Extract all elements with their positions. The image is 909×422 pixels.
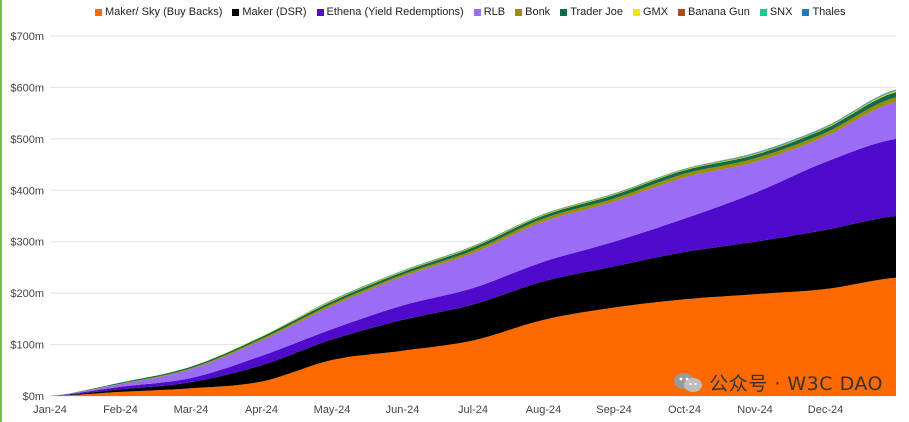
watermark: 公众号 · W3C DAO: [673, 369, 883, 396]
y-tick-label: $200m: [10, 288, 44, 300]
legend-item: Bonk: [515, 6, 550, 18]
legend-label: GMX: [642, 6, 669, 18]
legend-label: Thales: [812, 6, 846, 18]
y-tick-label: $0m: [23, 391, 44, 403]
legend-swatch: [232, 8, 240, 16]
y-tick-label: $700m: [10, 31, 44, 43]
legend-label: Maker/ Sky (Buy Backs): [105, 6, 223, 18]
x-tick-label: May-24: [314, 404, 351, 416]
y-tick-label: $100m: [10, 340, 44, 352]
area-series: [50, 89, 896, 397]
y-tick-label: $500m: [10, 134, 44, 146]
legend-item: Thales: [802, 6, 845, 18]
left-accent-bar: [0, 0, 2, 422]
legend-item: SNX: [759, 6, 793, 18]
x-tick-label: Jul-24: [458, 404, 488, 416]
legend-item: Maker (DSR): [232, 6, 307, 18]
legend-item: Trader Joe: [560, 6, 623, 18]
legend-swatch: [560, 8, 568, 16]
x-tick-label: Jun-24: [386, 404, 420, 416]
x-tick-label: Oct-24: [668, 404, 701, 416]
legend-item: GMX: [632, 6, 669, 18]
legend-label: Trader Joe: [570, 6, 623, 18]
legend-swatch: [759, 8, 767, 16]
x-tick-label: Jan-24: [33, 404, 67, 416]
area-maker-dsr: [50, 216, 896, 396]
x-tick-label: Dec-24: [808, 404, 843, 416]
legend-label: Banana Gun: [688, 6, 750, 18]
x-tick-label: Nov-24: [737, 404, 772, 416]
legend-label: Ethena (Yield Redemptions): [326, 6, 464, 18]
legend-label: RLB: [483, 6, 506, 18]
legend-label: SNX: [769, 6, 793, 18]
x-tick-label: Aug-24: [526, 404, 561, 416]
y-tick-label: $400m: [10, 185, 44, 197]
x-tick-label: Mar-24: [174, 404, 209, 416]
chart-legend: Maker/ Sky (Buy Backs) Maker (DSR) Ethena …: [95, 6, 845, 18]
legend-swatch: [95, 8, 102, 16]
legend-item: RLB: [473, 6, 506, 18]
legend-label: Bonk: [525, 6, 551, 18]
legend-swatch: [632, 8, 640, 16]
legend-swatch: [678, 8, 686, 16]
wechat-icon: [674, 372, 703, 392]
legend-swatch: [515, 8, 523, 16]
area-maker-sky-buy-backs: [50, 277, 896, 396]
legend-item: Banana Gun: [678, 6, 750, 18]
x-tick-label: Feb-24: [103, 404, 138, 416]
x-tick-label: Apr-24: [245, 404, 278, 416]
y-tick-label: $300m: [10, 237, 44, 249]
legend-item: Maker/ Sky (Buy Backs): [95, 6, 222, 18]
legend-swatch: [473, 8, 481, 16]
y-tick-label: $600m: [10, 82, 44, 94]
y-axis: $0m $100m $200m $300m $400m $500m $600m $700m: [10, 31, 44, 403]
legend-label: Maker (DSR): [242, 6, 307, 18]
watermark-text: 公众号 · W3C DAO: [709, 373, 883, 395]
legend-item: Ethena (Yield Redemptions): [316, 6, 464, 18]
legend-swatch: [316, 8, 324, 16]
x-axis: Jan-24 Feb-24 Mar-24 Apr-24 May-24 Jun-24 Jul-…: [33, 404, 843, 416]
x-tick-label: Sep-24: [596, 404, 631, 416]
legend-swatch: [802, 8, 810, 16]
